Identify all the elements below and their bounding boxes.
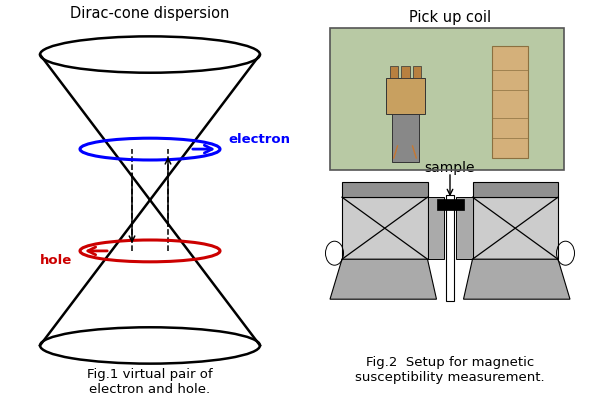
Bar — [413, 66, 421, 78]
Bar — [427, 197, 444, 259]
Bar — [386, 78, 425, 114]
Text: electron: electron — [228, 133, 290, 146]
Bar — [492, 46, 528, 158]
Text: hole: hole — [40, 254, 72, 267]
Bar — [456, 197, 473, 259]
Bar — [330, 28, 564, 170]
Bar — [330, 28, 564, 170]
Bar — [390, 66, 398, 78]
Text: Fig.1 virtual pair of
electron and hole.: Fig.1 virtual pair of electron and hole. — [87, 368, 213, 396]
Bar — [446, 195, 454, 301]
Text: Dirac-cone dispersion: Dirac-cone dispersion — [70, 6, 230, 21]
Text: Fig.2  Setup for magnetic
susceptibility measurement.: Fig.2 Setup for magnetic susceptibility … — [355, 356, 545, 384]
Bar — [342, 182, 427, 197]
Text: Pick up coil: Pick up coil — [409, 10, 491, 25]
Bar — [342, 197, 427, 259]
Polygon shape — [330, 259, 437, 299]
Bar — [401, 66, 410, 78]
Text: sample: sample — [425, 161, 475, 175]
Bar — [437, 199, 464, 210]
Bar — [392, 114, 419, 162]
Bar — [473, 182, 558, 197]
Bar — [473, 197, 558, 259]
Polygon shape — [464, 259, 570, 299]
